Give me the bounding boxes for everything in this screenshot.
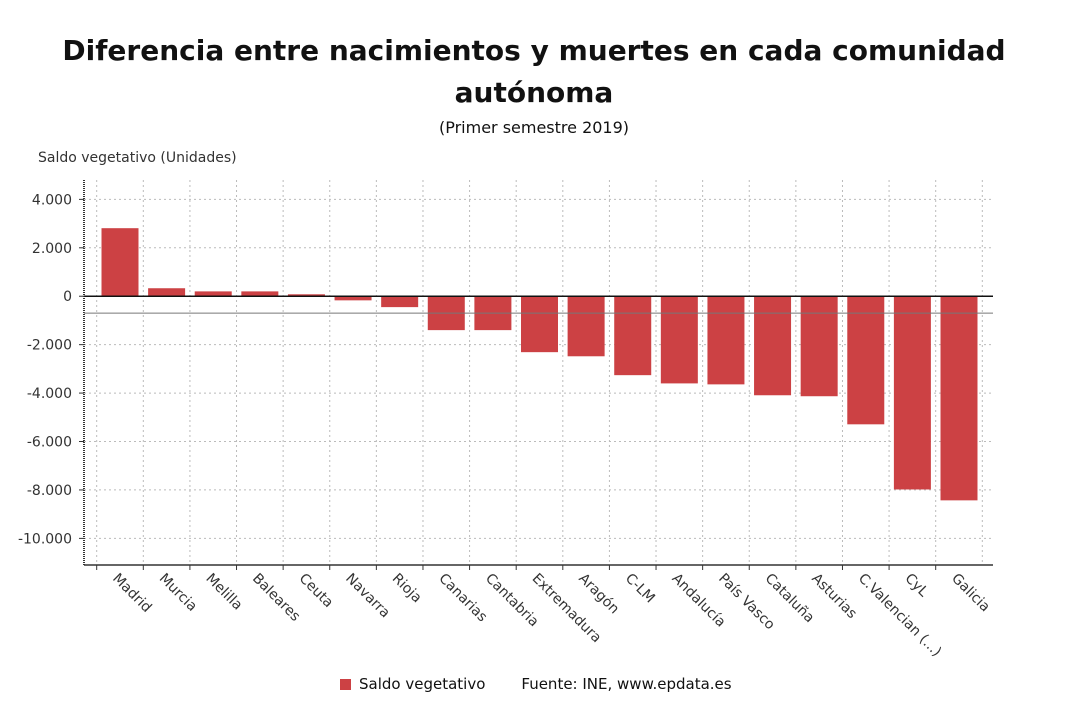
bar <box>334 296 372 301</box>
x-tick-label: Madrid <box>109 571 154 616</box>
chart-subtitle: (Primer semestre 2019) <box>438 118 630 137</box>
y-tick-label: 0 <box>63 289 72 305</box>
chart-title-line: autónoma <box>454 76 614 109</box>
y-tick-label: -10.000 <box>18 531 72 547</box>
legend: Saldo vegetativo Fuente: INE, www.epdata… <box>340 675 732 693</box>
x-tick-label: Navarra <box>342 571 393 622</box>
bar <box>614 296 652 376</box>
bar <box>567 296 605 357</box>
y-tick-label: 4.000 <box>32 192 72 208</box>
legend-swatch <box>340 678 351 690</box>
bar <box>847 296 885 425</box>
x-tick-label: Aragón <box>575 571 622 618</box>
x-tick-label: Canarias <box>435 571 490 626</box>
x-tick-label: CyL <box>902 571 932 601</box>
bar <box>893 296 931 490</box>
y-axis-label: Saldo vegetativo (Unidades) <box>38 150 237 166</box>
x-tick-label: Rioja <box>389 571 425 607</box>
x-tick-label: Galicia <box>948 571 993 616</box>
x-tick-label: Baleares <box>249 571 303 625</box>
legend-label: Saldo vegetativo <box>359 675 486 693</box>
bar <box>101 228 139 297</box>
y-tick-label: -2.000 <box>27 338 72 354</box>
bar <box>940 296 978 501</box>
x-tick-label: C-LM <box>622 571 658 607</box>
bar <box>194 291 232 297</box>
bar <box>521 296 558 353</box>
x-tick-label: Ceuta <box>296 571 337 612</box>
bar <box>800 296 838 397</box>
x-tick-label: Melilla <box>202 571 245 614</box>
x-tick-label: C.Valencian (...) <box>855 571 944 660</box>
y-tick-label: -6.000 <box>27 435 72 451</box>
x-tick-label: Murcia <box>156 571 200 615</box>
chart-title-line: Diferencia entre nacimientos y muertes e… <box>62 34 1006 67</box>
y-tick-label: -8.000 <box>27 483 72 499</box>
chart-title: Diferencia entre nacimientos y muertes e… <box>0 30 1068 114</box>
y-tick-label: -4.000 <box>27 386 72 402</box>
y-tick-label: 2.000 <box>32 241 72 257</box>
bar <box>241 291 279 297</box>
bar <box>707 296 745 385</box>
bar <box>660 296 698 384</box>
source-text: Fuente: INE, www.epdata.es <box>521 675 732 693</box>
bar <box>754 296 792 396</box>
bar <box>148 288 186 297</box>
bar <box>287 294 325 297</box>
bar <box>381 296 419 308</box>
